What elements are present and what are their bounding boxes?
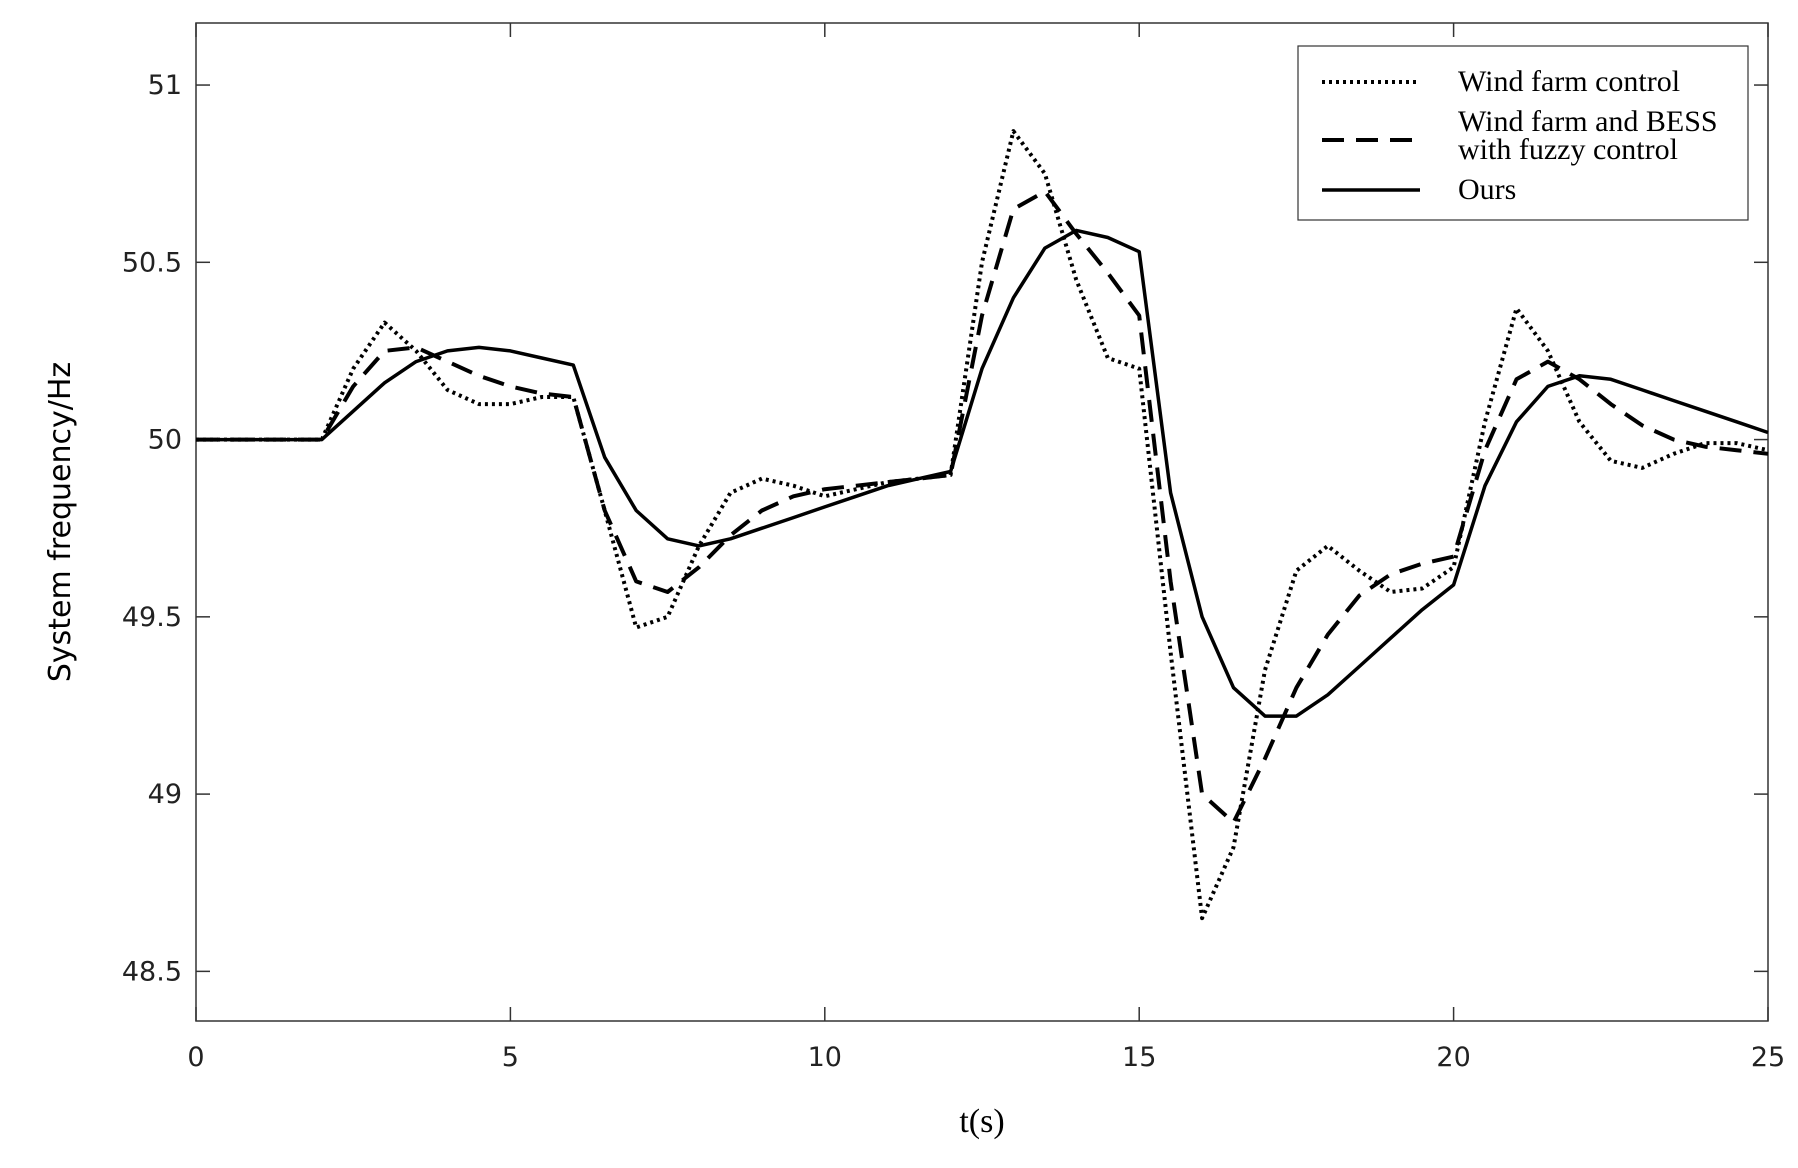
- legend-label-line: with fuzzy control: [1458, 133, 1678, 166]
- series-line: [196, 129, 1769, 921]
- x-axis-label: t(s): [959, 1103, 1004, 1140]
- y-tick-label: 50: [148, 425, 182, 456]
- x-tick-label: 25: [1751, 1042, 1785, 1073]
- legend-label: Ours: [1458, 173, 1516, 206]
- legend-label: Wind farm control: [1458, 65, 1680, 98]
- x-tick-label: 0: [187, 1042, 204, 1073]
- y-tick-label: 50.5: [122, 247, 182, 278]
- x-tick-label: 5: [502, 1042, 519, 1073]
- x-tick-label: 20: [1436, 1042, 1470, 1073]
- y-tick-label: 48.5: [122, 956, 182, 987]
- y-axis-label: System frequency/Hz: [43, 362, 78, 682]
- x-tick-label: 15: [1122, 1042, 1156, 1073]
- y-tick-label: 49: [148, 779, 182, 810]
- y-tick-label: 51: [148, 70, 182, 101]
- legend-label: Wind farm and BESS with fuzzy control: [1458, 105, 1718, 166]
- y-tick-label: 49.5: [122, 602, 182, 633]
- series-line: [196, 189, 1769, 825]
- x-tick-label: 10: [808, 1042, 842, 1073]
- legend-label-line: Ours: [1458, 173, 1516, 206]
- legend-label-line: Wind farm and BESS: [1458, 105, 1718, 138]
- plot-frame: [195, 22, 1769, 1022]
- legend-label-line: Wind farm control: [1458, 65, 1680, 98]
- series-line: [196, 228, 1769, 718]
